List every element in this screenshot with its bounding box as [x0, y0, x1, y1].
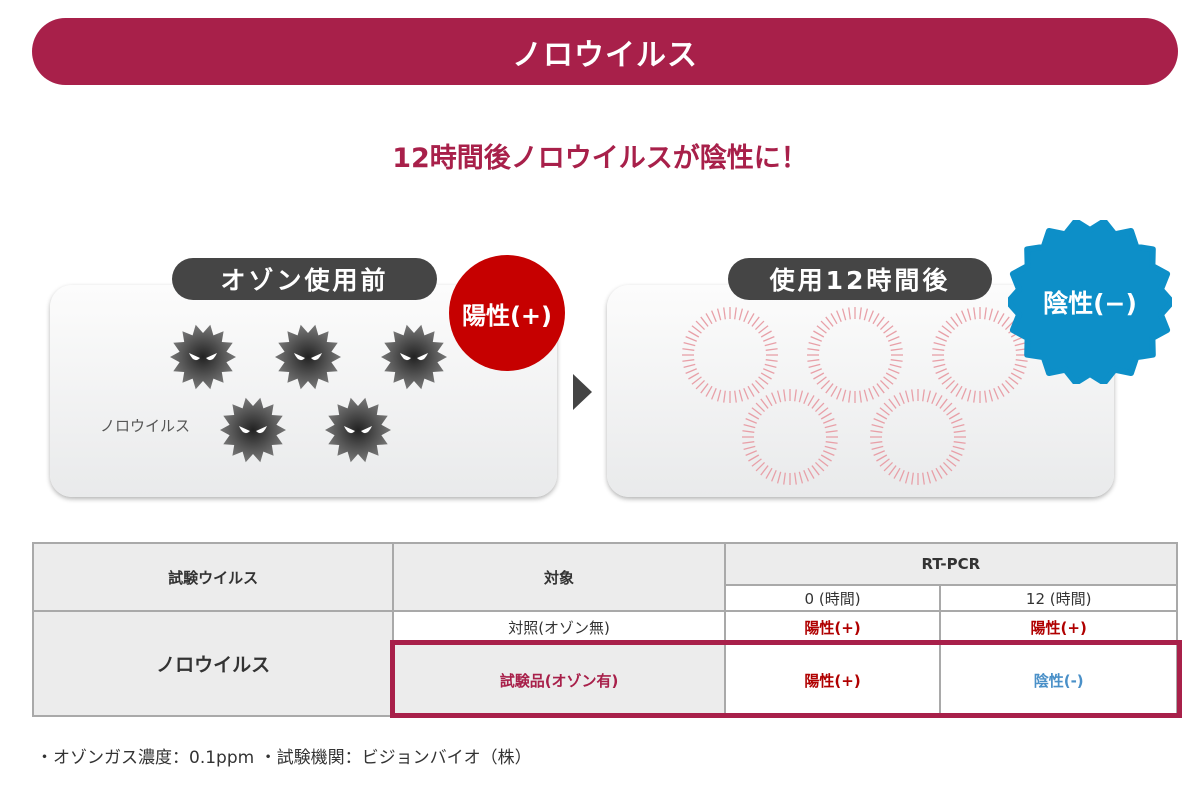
header-virus: 試験ウイルス — [31, 542, 395, 612]
inactivated-virus-icon — [807, 307, 903, 403]
negative-badge-text: 陰性(−) — [1043, 289, 1137, 318]
virus-icon — [381, 324, 447, 390]
table-row: ノロウイルス 対照(オゾン無) 陽性(+) 陽性(+) — [31, 610, 1178, 717]
scalloped-badge-icon — [1005, 218, 1175, 386]
header-12h: 12 (時間) — [939, 584, 1178, 612]
negative-badge: 陰性(−) — [1005, 218, 1175, 386]
row-result-0h: 陽性(+) — [723, 610, 942, 645]
results-table: 試験ウイルス 対象 RT-PCR 0 (時間) 12 (時間) ノロウイルス 対… — [31, 542, 1179, 717]
virus-name: ノロウイルス — [31, 610, 395, 717]
virus-icon — [325, 397, 391, 463]
after-label: 使用12時間後 — [728, 258, 992, 300]
footnote: ・オゾンガス濃度：0.1ppm ・試験機関：ビジョンバイオ（株） — [36, 748, 532, 768]
title-banner: ノロウイルス — [32, 18, 1178, 85]
header-target: 対象 — [392, 542, 726, 612]
virus-icon — [275, 324, 341, 390]
virus-icon — [170, 324, 236, 390]
row-target: 試験品(オゾン有) — [392, 643, 726, 717]
row-result-12h: 陰性(-) — [939, 643, 1178, 717]
header-0h: 0 (時間) — [723, 584, 942, 612]
positive-badge: 陽性(+) — [449, 255, 565, 371]
row-result-0h: 陽性(+) — [723, 643, 942, 717]
inactivated-virus-icon — [870, 389, 966, 485]
headline: 12時間後ノロウイルスが陰性に！ — [392, 143, 808, 174]
inactivated-virus-icon — [682, 307, 778, 403]
inactivated-virus-icon — [742, 389, 838, 485]
row-target: 対照(オゾン無) — [392, 610, 726, 645]
virus-icon — [220, 397, 286, 463]
header-method: RT-PCR — [723, 542, 1179, 586]
before-label: オゾン使用前 — [172, 258, 437, 300]
row-result-12h: 陽性(+) — [939, 610, 1178, 645]
inactivated-virus-icon — [932, 307, 1028, 403]
arrow-right-icon — [573, 374, 592, 410]
virus-label: ノロウイルス — [100, 417, 191, 435]
